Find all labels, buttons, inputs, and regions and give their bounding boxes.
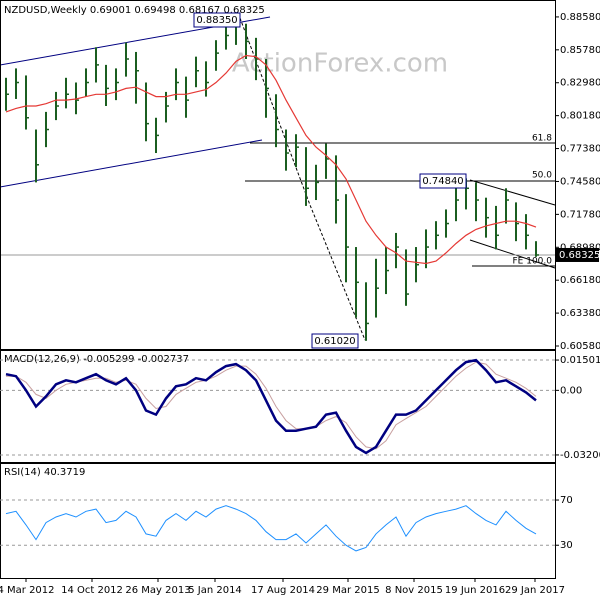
macd-panel [0, 350, 556, 463]
annotation: 0.88350 [196, 15, 237, 26]
macd-title: MACD(12,26,9) -0.005299 -0.002737 [4, 354, 189, 365]
x-tick-label: 19 Jun 2016 [445, 585, 505, 596]
x-tick-label: 29 Jan 2017 [505, 585, 565, 596]
watermark: ActionForex.com [232, 49, 448, 79]
x-tick-label: 8 Nov 2015 [385, 585, 443, 596]
last-price-label: 0.68325 [559, 250, 600, 261]
drawing-lines [0, 16, 556, 341]
y-tick-label: 0.88580 [560, 12, 600, 23]
y-tick-label: 0.77380 [560, 144, 600, 155]
y-tick-label: 0.68980 [560, 242, 600, 253]
y-tick-label: 30 [560, 540, 573, 551]
last-price-box [556, 247, 599, 262]
trend-line [469, 179, 556, 206]
y-tick-label: 0.00 [560, 385, 582, 396]
y-tick-label: 0.015012 [560, 355, 600, 366]
annotation: 61.8 [532, 134, 552, 144]
annotation: 50.0 [532, 171, 552, 181]
x-tick-label: 4 Mar 2012 [0, 585, 55, 596]
y-tick-label: 0.85780 [560, 45, 600, 56]
price-panel [0, 0, 556, 350]
annotation-box [419, 173, 467, 189]
y-tick-label: 0.63380 [560, 308, 600, 319]
swing-line [239, 17, 366, 341]
x-tick-label: 5 Jan 2014 [188, 585, 242, 596]
trend-line [469, 239, 556, 269]
y-tick-label: 0.66180 [560, 275, 600, 286]
moving-average [5, 54, 537, 265]
x-tick-label: 14 Oct 2012 [61, 585, 123, 596]
y-tick-label: 0.80180 [560, 111, 600, 122]
macd-line [5, 358, 537, 455]
rsi-line [5, 505, 537, 552]
signal-line [6, 361, 537, 450]
annotation-box [193, 12, 241, 28]
y-tick-label: 0.60580 [560, 341, 600, 352]
x-tick-label: 29 Mar 2015 [316, 585, 379, 596]
rsi-title: RSI(14) 40.3719 [4, 467, 85, 478]
rsi-panel [0, 463, 556, 579]
annotation: 0.61020 [314, 336, 355, 347]
y-tick-label: 0.74580 [560, 176, 600, 187]
x-tick-label: 17 Aug 2014 [251, 585, 315, 596]
y-tick-label: 70 [560, 495, 573, 506]
y-tick-label: 0.82980 [560, 78, 600, 89]
annotation: FE 100.0 [513, 257, 553, 267]
x-tick-label: 26 May 2013 [125, 585, 190, 596]
y-tick-label: 0.71780 [560, 209, 600, 220]
annotation-box [311, 333, 359, 349]
y-tick-label: -0.032007 [560, 450, 600, 461]
annotation: 0.74840 [422, 176, 463, 187]
price-title: NZDUSD,Weekly 0.69001 0.69498 0.68167 0.… [4, 5, 265, 16]
channel-line [0, 139, 263, 188]
